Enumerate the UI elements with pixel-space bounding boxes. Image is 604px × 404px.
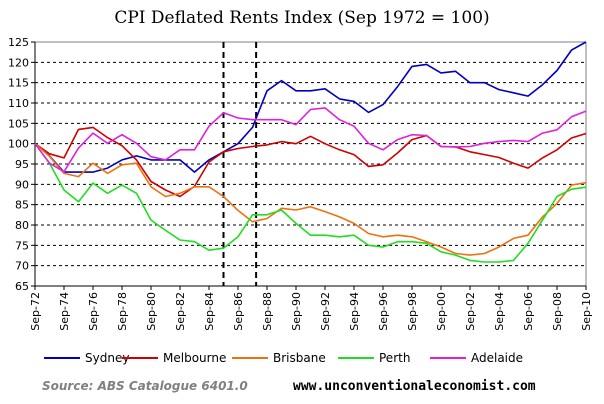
series-line-perth: [34, 143, 587, 263]
legend-item-brisbane: Brisbane: [232, 351, 326, 365]
x-tick-label: Sep-90: [290, 292, 303, 331]
y-tick-label: 110: [8, 97, 29, 110]
series-line-sydney: [34, 41, 587, 173]
legend-item-adelaide: Adelaide: [430, 351, 523, 365]
x-tick-label: Sep-72: [29, 292, 42, 331]
x-tick-label: Sep-84: [203, 292, 216, 331]
y-tick-label: 115: [8, 77, 29, 90]
y-tick-label: 85: [15, 199, 29, 212]
y-tick-label: 90: [15, 178, 29, 191]
x-tick-label: Sep-10: [580, 292, 593, 331]
x-tick-label: Sep-88: [261, 292, 274, 331]
y-tick-label: 75: [15, 239, 29, 252]
y-tick-label: 70: [15, 260, 29, 273]
legend-label: Melbourne: [163, 351, 226, 365]
x-tick-label: Sep-82: [174, 292, 187, 331]
x-tick-label: Sep-80: [145, 292, 158, 331]
vertical-markers: [222, 42, 258, 286]
series-line-melbourne: [34, 126, 587, 198]
y-tick-label: 100: [8, 138, 29, 151]
x-tick-label: Sep-92: [319, 292, 332, 331]
x-tick-label: Sep-04: [493, 292, 506, 331]
y-axis: 65 70 75 80 85 90 95 100 105 110 115 120 125: [8, 36, 36, 293]
legend-label: Brisbane: [273, 351, 326, 365]
legend-label: Sydney: [85, 351, 129, 365]
x-tick-label: Sep-98: [406, 292, 419, 331]
grid: [35, 41, 587, 286]
x-tick-label: Sep-86: [232, 292, 245, 331]
source-note: Source: ABS Catalogue 6401.0: [42, 379, 248, 393]
y-tick-label: 125: [8, 36, 29, 49]
series-line-adelaide: [34, 107, 587, 173]
series-line-brisbane: [34, 143, 587, 256]
y-tick-label: 120: [8, 56, 29, 69]
x-tick-label: Sep-78: [116, 292, 129, 331]
y-tick-label: 95: [15, 158, 29, 171]
x-tick-label: Sep-96: [377, 292, 390, 331]
x-tick-label: Sep-94: [348, 292, 361, 331]
legend: Sydney Melbourne Brisbane Perth Adelaide: [44, 351, 523, 365]
series-lines: [34, 41, 587, 263]
x-tick-label: Sep-06: [522, 292, 535, 331]
legend-label: Perth: [379, 351, 410, 365]
x-tick-label: Sep-00: [435, 292, 448, 331]
x-tick-label: Sep-74: [58, 292, 71, 331]
x-tick-label: Sep-08: [551, 292, 564, 331]
x-tick-label: Sep-76: [87, 292, 100, 331]
legend-item-sydney: Sydney: [44, 351, 129, 365]
x-tick-label: Sep-02: [464, 292, 477, 331]
chart-title: CPI Deflated Rents Index (Sep 1972 = 100…: [114, 8, 489, 28]
y-tick-label: 65: [15, 280, 29, 293]
legend-item-perth: Perth: [338, 351, 410, 365]
y-tick-label: 80: [15, 219, 29, 232]
legend-item-melbourne: Melbourne: [122, 351, 226, 365]
y-tick-label: 105: [8, 117, 29, 130]
x-axis: Sep-72 Sep-74 Sep-76 Sep-78 Sep-80 Sep-82 Sep-…: [29, 285, 593, 331]
legend-label: Adelaide: [471, 351, 523, 365]
website-text: www.unconventionaleconomist.com: [293, 379, 536, 394]
